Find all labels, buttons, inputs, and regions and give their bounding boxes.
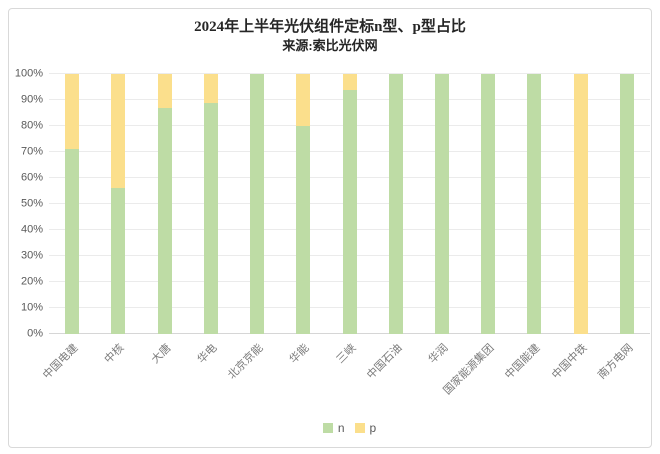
x-tick-label: 中国电建 (40, 342, 81, 382)
bar-北京京能 (250, 74, 265, 334)
x-tick-label: 三峡 (333, 342, 358, 367)
y-tick-label: 100% (14, 67, 43, 80)
bar-segment-p (296, 74, 311, 126)
bar-南方电网 (619, 74, 634, 334)
bar-segment-p (342, 74, 357, 90)
bar-大唐 (157, 74, 172, 334)
legend-swatch-n (322, 423, 333, 433)
bar-segment-n (619, 74, 634, 334)
x-tick-label: 华电 (195, 342, 220, 367)
chart-subtitle: 来源:索比光伏网 (282, 38, 378, 53)
bar-华电 (203, 74, 218, 334)
bar-中国电建 (65, 74, 80, 334)
bar-中国中铁 (573, 74, 588, 334)
bar-segment-n (203, 102, 218, 334)
y-tick-label: 50% (20, 197, 43, 210)
x-tick-label: 华润 (426, 342, 451, 367)
bar-segment-n (527, 74, 542, 334)
bar-segment-n (388, 74, 403, 334)
x-tick-label: 华能 (287, 342, 312, 367)
chart-legend: n p (49, 422, 650, 434)
bar-三峡 (342, 74, 357, 334)
y-tick-label: 30% (20, 249, 43, 262)
chart-title: 2024年上半年光伏组件定标n型、p型占比 (194, 19, 466, 35)
x-tick-label: 南方电网 (595, 342, 636, 382)
bar-segment-n (481, 74, 496, 334)
x-tick-label: 大唐 (149, 342, 174, 367)
bar-segment-n (65, 149, 80, 334)
chart-frame: 2024年上半年光伏组件定标n型、p型占比 来源:索比光伏网 0% 10% 20% 3… (8, 8, 652, 448)
gridline (49, 73, 650, 74)
legend-label-n: n (337, 421, 345, 435)
bar-segment-n (342, 89, 357, 334)
bar-国家能源集团 (481, 74, 496, 334)
y-tick-label: 10% (20, 301, 43, 314)
bar-segment-p (111, 74, 126, 189)
x-tick-label: 中核 (102, 342, 127, 367)
legend-item-n: n (322, 421, 345, 435)
bar-segment-n (434, 74, 449, 334)
bar-segment-n (250, 74, 265, 334)
legend-swatch-p (354, 423, 365, 433)
bar-中国能建 (527, 74, 542, 334)
y-tick-label: 0% (27, 327, 43, 340)
y-tick-label: 70% (20, 145, 43, 158)
bar-华润 (434, 74, 449, 334)
x-tick-label: 中国中铁 (549, 342, 590, 382)
x-tick-label: 北京京能 (225, 342, 266, 382)
bar-segment-n (296, 126, 311, 334)
bar-segment-n (157, 107, 172, 334)
legend-label-p: p (369, 421, 377, 435)
bar-segment-p (65, 74, 80, 150)
x-tick-label: 中国石油 (364, 342, 405, 382)
bar-华能 (296, 74, 311, 334)
bar-中国石油 (388, 74, 403, 334)
y-tick-label: 20% (20, 275, 43, 288)
y-tick-label: 60% (20, 171, 43, 184)
x-tick-label: 中国能建 (503, 342, 543, 382)
bar-segment-n (111, 188, 126, 334)
bar-segment-p (573, 74, 588, 334)
y-tick-label: 80% (20, 119, 43, 132)
bar-segment-p (203, 74, 218, 103)
bar-中核 (111, 74, 126, 334)
bar-segment-p (157, 74, 172, 108)
legend-item-p: p (354, 421, 377, 435)
y-tick-label: 90% (20, 93, 43, 106)
plot-area: 0% 10% 20% 30% 40% 50% 60% 70% 80% 90% 100% 中国电建 中核大… (15, 68, 650, 397)
y-tick-label: 40% (20, 223, 43, 236)
